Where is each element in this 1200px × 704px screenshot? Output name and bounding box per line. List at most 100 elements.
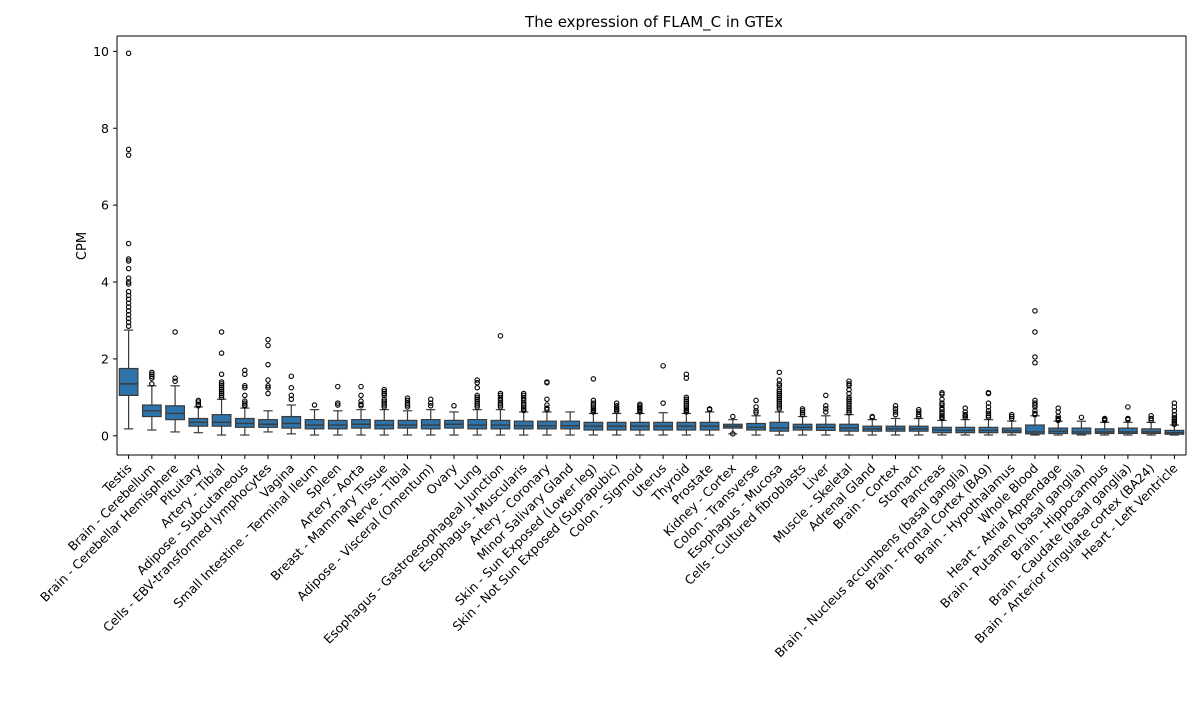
outlier-point — [1008, 411, 1015, 418]
outlier-point — [218, 392, 225, 399]
box — [1118, 427, 1138, 435]
box-group — [1001, 411, 1022, 436]
outlier-point — [335, 402, 341, 408]
outlier-point — [265, 377, 271, 383]
outlier-point — [846, 402, 852, 408]
outlier-point — [242, 371, 248, 378]
outlier-point — [497, 400, 504, 406]
outlier-point — [846, 408, 852, 414]
outlier-point — [962, 414, 968, 421]
outlier-point — [683, 404, 690, 410]
outlier-point — [823, 392, 829, 399]
box — [211, 414, 232, 427]
box-group — [490, 333, 511, 436]
outlier-point — [242, 400, 248, 406]
outlier-point — [1008, 415, 1015, 422]
outlier-point — [544, 406, 550, 413]
outlier-point — [915, 413, 922, 420]
box-group — [281, 373, 302, 435]
box — [397, 419, 418, 429]
outlier-point — [753, 397, 759, 404]
outlier-point — [125, 265, 132, 272]
box-group — [374, 386, 395, 436]
outlier-point — [683, 409, 690, 415]
outlier-point — [497, 404, 504, 410]
outlier-point — [753, 408, 759, 414]
outlier-point — [335, 400, 341, 406]
outlier-point — [125, 256, 132, 262]
outlier-point — [915, 406, 922, 413]
outlier-point — [125, 311, 132, 318]
outlier-point — [335, 383, 341, 390]
outlier-point — [753, 409, 759, 416]
outlier-point — [125, 300, 132, 306]
box — [513, 420, 534, 430]
outlier-point — [1032, 354, 1038, 360]
outlier-point — [637, 409, 643, 415]
outlier-point — [381, 392, 387, 399]
outlier-point — [776, 369, 783, 376]
outlier-point — [1032, 404, 1038, 410]
box-group — [606, 400, 627, 436]
outlier-point — [125, 319, 132, 326]
y-tick-label: 6 — [101, 198, 109, 213]
outlier-point — [311, 402, 318, 408]
outlier-point — [776, 398, 783, 404]
outlier-point — [358, 403, 364, 409]
outlier-point — [823, 409, 829, 415]
box-group — [351, 383, 371, 436]
box-group — [420, 396, 441, 436]
outlier-point — [474, 402, 480, 408]
box-group — [1094, 415, 1115, 436]
outlier-point — [497, 402, 504, 408]
outlier-point — [590, 409, 597, 415]
outlier-point — [590, 402, 597, 408]
outlier-point — [985, 408, 992, 414]
outlier-point — [776, 396, 783, 403]
outlier-point — [149, 375, 155, 381]
outlier-point — [892, 411, 899, 418]
outlier-point — [846, 404, 852, 410]
outlier-point — [1032, 411, 1038, 418]
outlier-point — [125, 152, 132, 158]
outlier-point — [1171, 404, 1178, 410]
outlier-point — [1171, 411, 1178, 418]
outlier-point — [149, 369, 155, 376]
outlier-point — [474, 377, 480, 383]
outlier-point — [846, 406, 852, 412]
outlier-point — [776, 390, 783, 397]
outlier-point — [404, 395, 411, 401]
outlier-point — [125, 296, 132, 303]
outlier-point — [265, 384, 271, 391]
outlier-point — [497, 392, 504, 399]
outlier-point — [427, 396, 434, 403]
outlier-point — [474, 394, 480, 401]
box-group — [513, 390, 534, 436]
outlier-point — [1148, 415, 1154, 422]
box-group — [258, 336, 278, 433]
plot-area — [118, 50, 1185, 437]
outlier-point — [381, 388, 387, 395]
outlier-point — [358, 392, 364, 399]
outlier-point — [218, 329, 225, 335]
box-group — [397, 395, 418, 436]
box-group — [444, 403, 464, 436]
box-group — [978, 389, 999, 436]
box-group — [908, 406, 929, 436]
outlier-point — [1032, 329, 1038, 335]
outlier-point — [985, 404, 992, 410]
box — [1141, 428, 1162, 435]
outlier-point — [265, 361, 271, 368]
outlier-point — [799, 411, 806, 418]
outlier-point — [1148, 417, 1154, 424]
outlier-point — [125, 281, 132, 287]
box-group — [188, 397, 209, 434]
box-group — [1141, 413, 1162, 436]
outlier-point — [1171, 400, 1178, 406]
outlier-point — [846, 386, 852, 393]
outlier-point — [985, 414, 992, 421]
outlier-point — [776, 406, 783, 412]
outlier-point — [544, 379, 550, 386]
box — [420, 419, 441, 430]
